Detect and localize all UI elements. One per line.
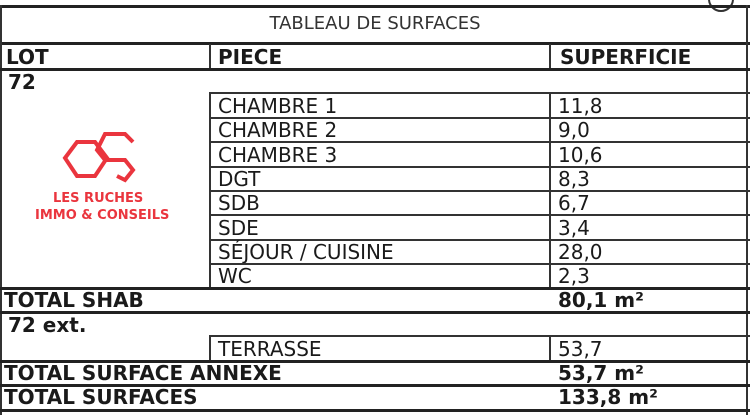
room-name: DGT (218, 166, 261, 191)
lot-ext: 72 ext. (8, 313, 87, 337)
divider (210, 141, 750, 144)
divider (209, 335, 211, 360)
divider (549, 44, 551, 69)
divider (210, 214, 750, 217)
room-name: WC (218, 264, 252, 289)
divider (549, 92, 551, 288)
room-area: 3,4 (558, 215, 590, 240)
total-annexe-value: 53,7 m² (558, 361, 644, 385)
room-name: TERRASSE (218, 337, 322, 361)
divider (0, 287, 750, 290)
divider (0, 5, 750, 8)
divider (210, 165, 750, 168)
room-name: SDE (218, 215, 259, 240)
room-name: CHAMBRE 3 (218, 142, 338, 167)
divider (0, 409, 750, 412)
room-name: SDB (218, 191, 260, 216)
header-superficie: SUPERFICIE (560, 45, 692, 69)
total-annexe-label: TOTAL SURFACE ANNEXE (4, 361, 282, 385)
room-name: CHAMBRE 1 (218, 94, 338, 118)
total-shab-label: TOTAL SHAB (4, 288, 144, 312)
divider (210, 92, 750, 94)
watermark-logo: LES RUCHES IMMO & CONSEILS (35, 130, 195, 240)
room-area: 9,0 (558, 118, 590, 143)
divider (0, 42, 750, 45)
table-title: TABLEAU DE SURFACES (269, 13, 481, 34)
divider (0, 311, 750, 314)
total-shab-value: 80,1 m² (558, 288, 644, 312)
total-surfaces-label: TOTAL SURFACES (4, 385, 198, 409)
divider (210, 262, 750, 265)
room-area: 53,7 (558, 337, 603, 361)
room-name: SÉJOUR / CUISINE (218, 239, 394, 264)
divider (0, 384, 750, 387)
divider (210, 117, 750, 119)
room-area: 10,6 (558, 142, 603, 167)
lot-number: 72 (8, 70, 36, 94)
room-area: 2,3 (558, 264, 590, 289)
watermark-line1: LES RUCHES (53, 191, 144, 206)
divider (210, 335, 750, 337)
room-name: CHAMBRE 2 (218, 118, 338, 143)
hexagon-logo-icon (62, 132, 136, 183)
room-area: 28,0 (558, 239, 603, 264)
room-area: 8,3 (558, 166, 590, 191)
divider (209, 44, 211, 69)
room-area: 6,7 (558, 191, 590, 216)
divider (0, 360, 750, 363)
divider (0, 5, 2, 415)
header-lot: LOT (6, 45, 49, 69)
header-piece: PIECE (218, 45, 283, 69)
divider (210, 189, 750, 192)
divider (210, 238, 750, 241)
divider (209, 92, 211, 288)
room-area: 11,8 (558, 94, 603, 118)
divider (746, 5, 748, 415)
watermark-line2: IMMO & CONSEILS (35, 208, 170, 223)
divider (549, 335, 551, 360)
divider (0, 68, 750, 71)
total-surfaces-value: 133,8 m² (558, 385, 658, 409)
